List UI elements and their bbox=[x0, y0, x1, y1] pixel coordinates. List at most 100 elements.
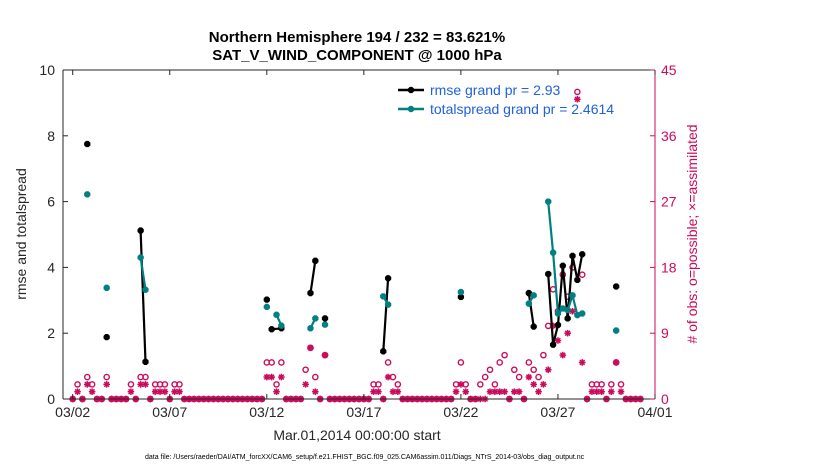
obs-assimilated-point bbox=[83, 381, 91, 388]
obs-assimilated-point bbox=[515, 388, 523, 395]
x-tick-label: 03/17 bbox=[346, 404, 381, 420]
obs-possible-point bbox=[142, 373, 149, 381]
obs-assimilated-point bbox=[452, 388, 460, 395]
obs-assimilated-point bbox=[176, 388, 183, 395]
obs-assimilated-point bbox=[540, 381, 547, 388]
obs-possible-point bbox=[501, 351, 508, 359]
obs-assimilated-stroke bbox=[385, 374, 392, 380]
obs-assimilated-point bbox=[574, 95, 581, 103]
rmse-point bbox=[613, 283, 620, 290]
obs-assimilated-stroke bbox=[618, 388, 624, 395]
obs-assimilated-stroke bbox=[273, 388, 280, 395]
obs-possible-point bbox=[312, 373, 319, 381]
obs-assimilated-stroke bbox=[161, 388, 168, 395]
obs-assimilated-stroke bbox=[312, 388, 319, 395]
totalspread-point bbox=[278, 322, 285, 329]
obs-assimilated-stroke bbox=[278, 374, 285, 380]
x-tick-label: 03/07 bbox=[152, 404, 187, 420]
obs-assimilated-stroke bbox=[511, 388, 518, 395]
obs-assimilated-point bbox=[617, 388, 625, 395]
rmse-point bbox=[307, 289, 314, 297]
totalspread-point bbox=[457, 288, 465, 296]
obs-assimilated-stroke bbox=[530, 381, 537, 388]
y-tick-label-right: 0 bbox=[661, 391, 669, 407]
y-tick-label-left: 4 bbox=[47, 259, 55, 275]
rmse-line bbox=[527, 292, 535, 327]
obs-assimilated-point bbox=[74, 388, 81, 395]
obs-assimilated-point bbox=[501, 388, 508, 395]
totalspread-point bbox=[321, 321, 329, 328]
obs-assimilated-point bbox=[535, 388, 542, 395]
y-tick-label-right: 18 bbox=[661, 259, 677, 275]
y-tick-label-left: 2 bbox=[47, 325, 55, 341]
obs-possible-point bbox=[598, 381, 605, 388]
y-tick-label-right: 9 bbox=[661, 325, 669, 341]
obs-possible-point bbox=[176, 381, 183, 388]
totalspread-point bbox=[564, 307, 571, 314]
obs-assimilated-stroke bbox=[516, 388, 523, 395]
obs-assimilated-point bbox=[307, 344, 314, 352]
obs-possible-point bbox=[103, 373, 110, 381]
y-tick-label-left: 6 bbox=[47, 194, 55, 210]
obs-assimilated-point bbox=[273, 388, 280, 395]
obs-possible-point bbox=[273, 381, 280, 388]
rmse-point bbox=[312, 257, 319, 264]
rmse-point bbox=[564, 315, 571, 322]
totalspread-point bbox=[574, 311, 581, 319]
rmse-point bbox=[457, 293, 465, 301]
rmse-point bbox=[137, 227, 144, 234]
totalspread-point bbox=[530, 292, 537, 299]
obs-assimilated-stroke bbox=[302, 381, 309, 388]
obs-assimilated-stroke bbox=[171, 388, 178, 395]
y-axis-label-left: rmse and totalspread bbox=[13, 168, 29, 300]
plot-area bbox=[63, 70, 655, 399]
obs-possible-point bbox=[525, 359, 533, 366]
obs-assimilated-stroke bbox=[462, 388, 469, 395]
obs-assimilated-stroke bbox=[268, 374, 275, 380]
obs-assimilated-stroke bbox=[453, 388, 459, 395]
obs-assimilated-stroke bbox=[390, 388, 396, 395]
obs-assimilated-point bbox=[394, 388, 402, 395]
obs-assimilated-point bbox=[530, 381, 537, 388]
rmse-point bbox=[574, 276, 581, 284]
x-tick-label: 04/01 bbox=[637, 404, 672, 420]
totalspread-point bbox=[273, 311, 280, 318]
obs-assimilated-point bbox=[88, 388, 96, 395]
y-tick-label-right: 27 bbox=[661, 194, 677, 210]
obs-assimilated-stroke bbox=[152, 388, 159, 395]
obs-assimilated-point bbox=[544, 366, 552, 374]
obs-possible-point bbox=[302, 366, 309, 374]
data-file-footnote: data file: /Users/raeder/DAI/ATM_forcXX/… bbox=[145, 454, 585, 461]
obs-assimilated-point bbox=[559, 351, 567, 359]
obs-assimilated-stroke bbox=[593, 388, 600, 395]
totalspread-point bbox=[137, 254, 144, 261]
obs-assimilated-point bbox=[161, 388, 169, 395]
obs-assimilated-stroke bbox=[370, 388, 377, 395]
obs-assimilated-point bbox=[268, 373, 275, 381]
obs-possible-point bbox=[608, 381, 615, 388]
totalspread-point bbox=[549, 249, 557, 256]
totalspread-point bbox=[380, 293, 387, 300]
obs-assimilated-point bbox=[142, 381, 149, 388]
chart-title-line1: Northern Hemisphere 194 / 232 = 83.621% bbox=[209, 29, 505, 46]
totalspread-point bbox=[307, 325, 314, 332]
chart-title-line2: SAT_V_WIND_COMPONENT @ 1000 hPa bbox=[212, 47, 502, 64]
obs-assimilated-stroke bbox=[501, 388, 508, 395]
obs-assimilated-stroke bbox=[457, 381, 464, 388]
obs-assimilated-stroke bbox=[608, 388, 615, 395]
series-layer bbox=[84, 140, 620, 365]
obs-possible-point bbox=[491, 381, 499, 388]
y-axis-label-right: # of obs: o=possible; ×=assimilated bbox=[684, 124, 700, 343]
obs-possible-point bbox=[574, 88, 581, 96]
axes bbox=[62, 69, 656, 400]
obs-possible-point bbox=[486, 366, 494, 374]
plot-frame bbox=[63, 70, 655, 399]
totalspread-point bbox=[263, 303, 270, 311]
obs-assimilated-stroke bbox=[394, 388, 401, 395]
rmse-point bbox=[384, 275, 392, 282]
rmse-point bbox=[84, 140, 91, 148]
obs-assimilated-point bbox=[462, 388, 470, 395]
rmse-point bbox=[530, 323, 537, 330]
obs-assimilated-stroke bbox=[564, 330, 571, 337]
obs-assimilated-stroke bbox=[128, 388, 134, 395]
